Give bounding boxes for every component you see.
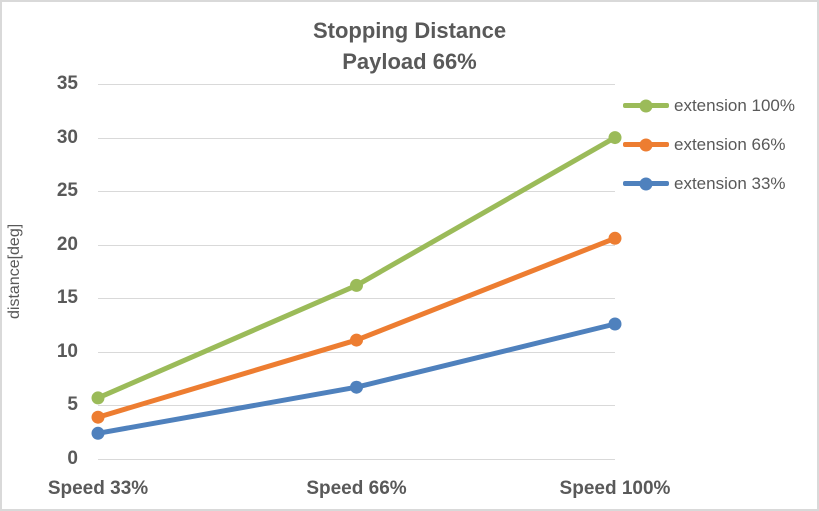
- gridline: [98, 244, 615, 246]
- y-tick-label: 30: [56, 126, 78, 148]
- legend-line-marker-icon: [623, 138, 669, 151]
- y-tick-label: 25: [56, 180, 78, 202]
- legend-dot-icon: [639, 177, 653, 190]
- x-axis-label: Speed 100%: [559, 478, 671, 499]
- y-tick-label: 10: [56, 340, 78, 362]
- gridline: [98, 459, 615, 460]
- y-tick-label: 35: [56, 73, 78, 94]
- legend-item: extension 66%: [623, 125, 795, 164]
- legend-label: extension 100%: [674, 95, 795, 115]
- y-tick-label: 20: [56, 233, 78, 255]
- x-axis-label: Speed 66%: [306, 478, 407, 499]
- chart-title: Stopping Distance: [312, 18, 507, 43]
- y-tick-label: 0: [67, 448, 78, 469]
- legend-dot-icon: [639, 99, 653, 112]
- gridline: [98, 298, 615, 300]
- plot-area: [98, 84, 615, 460]
- gridline: [98, 351, 615, 353]
- y-tick-label: 15: [56, 287, 78, 309]
- legend-item: extension 100%: [623, 86, 795, 125]
- chart-subtitle: Payload 66%: [342, 49, 477, 74]
- gridline: [98, 405, 615, 407]
- y-tick-label: 5: [67, 394, 78, 416]
- legend-label: extension 66%: [674, 134, 786, 154]
- x-axis-label: Speed 33%: [47, 478, 149, 499]
- legend-dot-icon: [639, 138, 653, 151]
- gridline: [98, 191, 615, 193]
- chart-title-block: Stopping Distance Payload 66%: [2, 15, 817, 77]
- gridline: [98, 137, 615, 139]
- legend: extension 100% extension 66% extension 33%: [623, 86, 795, 203]
- legend-line-marker-icon: [623, 99, 669, 112]
- gridline: [98, 84, 615, 85]
- legend-line-marker-icon: [623, 177, 669, 190]
- legend-label: extension 33%: [674, 173, 786, 193]
- legend-item: extension 33%: [623, 164, 795, 203]
